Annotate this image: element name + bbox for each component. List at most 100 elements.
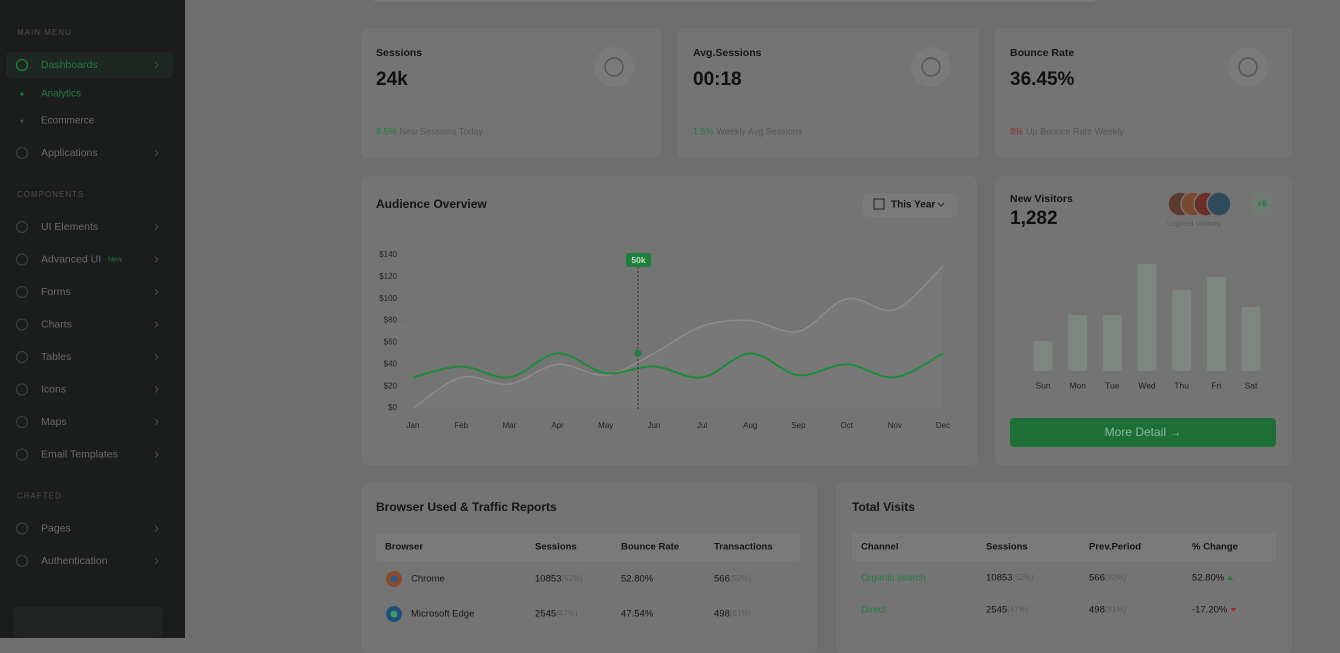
y-tick-label: $140: [379, 250, 397, 259]
menu-item[interactable]: Authentication: [41, 555, 108, 567]
table-header: % Change: [1192, 542, 1238, 553]
x-tick-label: Jul: [697, 421, 707, 430]
menu-item[interactable]: Email Templates: [41, 448, 118, 460]
sidebar-footer: [13, 607, 163, 638]
stat-delta: 1.5%: [693, 126, 714, 136]
x-tick-label: Sep: [791, 421, 806, 430]
table-cell: Chrome: [411, 574, 445, 585]
area: [413, 265, 943, 408]
annotation-dot: [634, 349, 642, 357]
x-tick-label: Oct: [840, 421, 853, 430]
menu-item[interactable]: UI Elements: [41, 221, 98, 233]
table-cell-note: (52%): [561, 574, 583, 583]
menu-item[interactable]: Charts: [41, 318, 72, 330]
menu-item[interactable]: Dashboards: [41, 59, 98, 71]
avatar: [1206, 191, 1232, 217]
menu-icon: [15, 383, 29, 396]
table-title: Browser Used & Traffic Reports: [376, 500, 557, 514]
table-cell: 2545: [986, 605, 1007, 616]
menu-icon: [15, 554, 29, 568]
stat-note: Up Bounce Rate Weekly: [1026, 126, 1124, 136]
bar: [1241, 307, 1261, 371]
menu-item[interactable]: Icons: [41, 383, 66, 395]
change-arrow: [1230, 608, 1237, 612]
table-header: Sessions: [535, 542, 577, 553]
table-cell: Organic search: [861, 573, 925, 584]
menu-icon: [15, 350, 29, 364]
stat-value: 36.45%: [1010, 69, 1075, 90]
x-tick-label: Sun: [1035, 380, 1050, 390]
annotation-box: [626, 253, 651, 267]
menu-icon: [15, 522, 29, 535]
menu-item[interactable]: Applications: [41, 147, 98, 159]
sub-dot: [20, 92, 24, 96]
visitors-total: 1,282: [1010, 208, 1058, 229]
table-cell-note: (92%): [1105, 573, 1127, 582]
dropdown-chevron: [937, 202, 945, 207]
y-tick-label: $60: [384, 338, 398, 347]
table-header: Prev.Period: [1089, 542, 1141, 553]
menu-item[interactable]: Advanced UI: [41, 253, 101, 265]
menu-icon: [15, 220, 29, 234]
table-cell-note: (92%): [730, 574, 752, 583]
table-cell: Direct: [861, 605, 886, 616]
annotation: 50k: [631, 255, 645, 265]
chevron: [154, 418, 159, 426]
section-title: MAIN MENU: [17, 28, 72, 37]
menu-badge: New: [108, 256, 123, 263]
chevron: [154, 353, 159, 361]
menu-item[interactable]: Pages: [41, 522, 71, 534]
table-cell: 10853: [986, 573, 1012, 584]
y-tick-label: $20: [384, 381, 398, 390]
table-cell: Microsoft Edge: [411, 609, 474, 620]
chevron: [154, 386, 159, 393]
chevron: [154, 223, 159, 231]
more-detail-button[interactable]: More Detail →: [1010, 418, 1276, 447]
y-tick-label: $40: [384, 359, 398, 368]
submenu-item[interactable]: Ecommerce: [41, 116, 95, 127]
table-cell-note: (47%): [556, 609, 578, 618]
menu-icon: [15, 253, 29, 266]
y-tick-label: $0: [388, 403, 397, 412]
menu-icon: [15, 448, 29, 461]
table-cell-note: (81%): [730, 609, 752, 618]
table-cell: 566: [1089, 573, 1105, 584]
table-cell: 566: [714, 574, 730, 585]
stat-delta: 8.5%: [376, 126, 397, 136]
canvas: MAIN MENU Dashboards Analytics Ecommerce App…: [6, 28, 1276, 622]
stat-value: 00:18: [693, 69, 742, 90]
stat-icon-glyph: [604, 57, 624, 77]
chart-title: New Visitors: [1010, 193, 1073, 205]
table-header-bg: [376, 533, 800, 561]
stat-note: Weekly Avg.Sessions: [717, 126, 803, 136]
table-header: Sessions: [986, 542, 1028, 553]
x-tick-label: Tue: [1105, 380, 1120, 390]
avatar-caption: Logined Visitors: [1167, 219, 1220, 228]
table-header: Transactions: [714, 542, 773, 553]
submenu-item[interactable]: Analytics: [41, 89, 81, 100]
bar: [1137, 264, 1157, 371]
x-tick-label: Thu: [1174, 380, 1189, 390]
x-tick-label: Apr: [551, 421, 564, 430]
x-tick-label: Mar: [502, 421, 516, 430]
menu-item[interactable]: Tables: [41, 351, 71, 363]
line: [412, 352, 944, 379]
stat-icon: [594, 47, 634, 87]
menu-item[interactable]: Forms: [41, 286, 71, 298]
menu-icon: [15, 58, 29, 72]
menu-item[interactable]: Maps: [41, 416, 67, 428]
stat-icon-glyph: [1238, 57, 1258, 77]
calendar-icon: [873, 198, 885, 210]
bar: [1033, 341, 1053, 371]
stat-icon: [1228, 47, 1268, 87]
table-header: Channel: [861, 542, 898, 553]
table-cell: 498: [1089, 605, 1105, 616]
sub-dot: [20, 119, 24, 123]
x-tick-label: Jun: [647, 421, 660, 430]
chart-title: Audience Overview: [376, 197, 487, 211]
x-tick-label: Jan: [407, 421, 420, 430]
x-tick-label: Aug: [743, 421, 757, 430]
table-header-bg: [852, 533, 1276, 561]
page: More Detail → MAIN MENU Dashboards Analyti…: [0, 0, 1276, 638]
change-arrow: [1227, 576, 1234, 580]
